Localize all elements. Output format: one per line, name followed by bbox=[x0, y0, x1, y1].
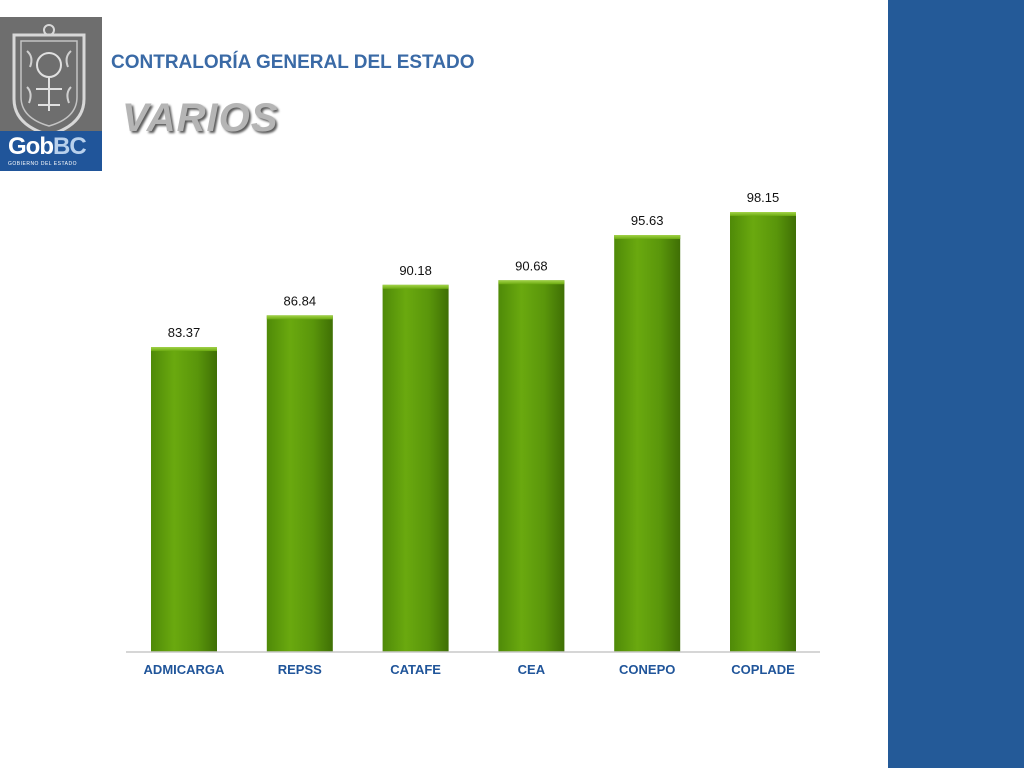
page-title: VARIOS bbox=[122, 96, 279, 140]
value-label-catafe: 90.18 bbox=[399, 263, 432, 278]
bar-repss bbox=[266, 315, 333, 652]
category-label-catafe: CATAFE bbox=[390, 662, 441, 677]
value-label-coplade: 98.15 bbox=[747, 190, 780, 205]
category-label-admicarga: ADMICARGA bbox=[144, 662, 225, 677]
logo-subtitle: GOBIERNO DEL ESTADO bbox=[8, 161, 77, 167]
category-label-cea: CEA bbox=[518, 662, 546, 677]
bar-conepo bbox=[614, 235, 681, 653]
value-label-repss: 86.84 bbox=[284, 293, 317, 308]
logo-wordmark: GobBC bbox=[8, 133, 87, 160]
bar-catafe bbox=[382, 284, 449, 652]
value-labels-group: 83.37 86.84 90.18 90.68 95.63 98.15 bbox=[168, 190, 780, 340]
bar-cea bbox=[498, 280, 565, 652]
bars-group bbox=[151, 212, 796, 653]
value-label-conepo: 95.63 bbox=[631, 213, 664, 228]
bar-cap-conepo bbox=[614, 235, 681, 240]
bar-cap-cea bbox=[498, 280, 565, 285]
value-label-cea: 90.68 bbox=[515, 258, 548, 273]
decorative-side-bar bbox=[888, 0, 1024, 768]
category-label-repss: REPSS bbox=[278, 662, 322, 677]
bar-admicarga bbox=[151, 347, 217, 652]
category-label-conepo: CONEPO bbox=[619, 662, 675, 677]
category-labels-group: ADMICARGA REPSS CATAFE CEA CONEPO COPLADE bbox=[144, 662, 796, 677]
bar-cap-repss bbox=[266, 315, 333, 320]
bar-cap-admicarga bbox=[151, 347, 217, 352]
bar-coplade bbox=[730, 212, 796, 652]
logo-band: GobBC GOBIERNO DEL ESTADO bbox=[0, 131, 102, 171]
category-label-coplade: COPLADE bbox=[731, 662, 795, 677]
gobbc-logo: GobBC GOBIERNO DEL ESTADO bbox=[0, 17, 102, 171]
value-label-admicarga: 83.37 bbox=[168, 325, 201, 340]
bar-cap-coplade bbox=[730, 212, 796, 216]
bar-cap-catafe bbox=[382, 284, 449, 289]
organization-name: CONTRALORÍA GENERAL DEL ESTADO bbox=[111, 52, 475, 73]
